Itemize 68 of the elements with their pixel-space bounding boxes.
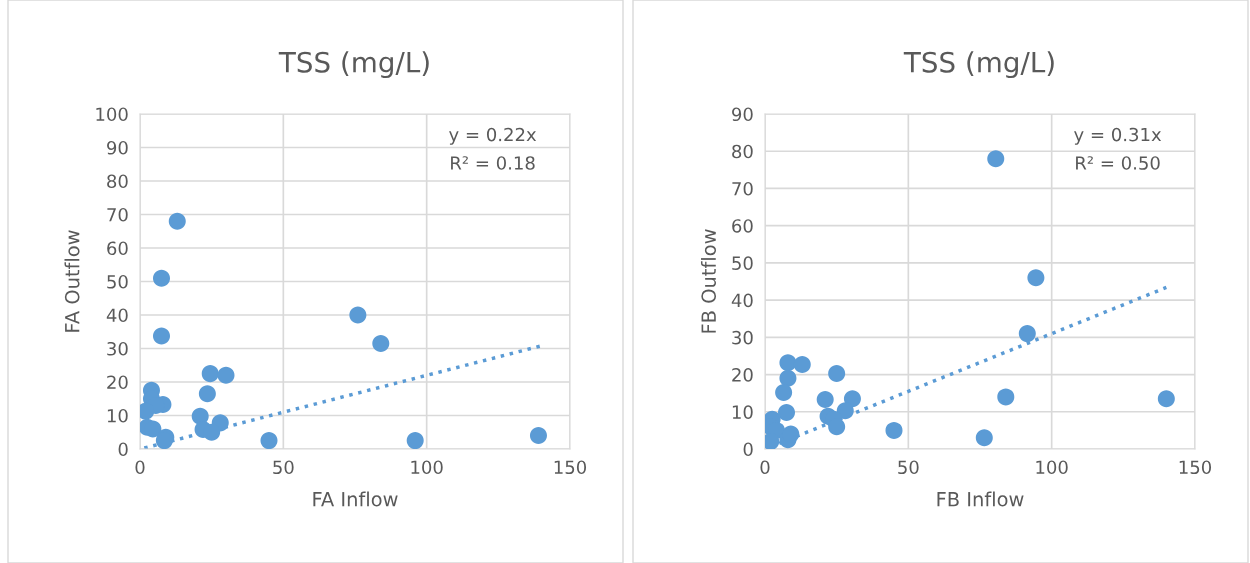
y-tick-label: 0	[118, 442, 128, 457]
chart-title: TSS (mg/L)	[903, 51, 1054, 79]
chart-title: TSS (mg/L)	[278, 51, 429, 79]
y-tick-label: 80	[732, 144, 753, 159]
y-tick-label: 50	[732, 256, 753, 271]
point	[1157, 390, 1175, 408]
annotation: y = 0.22x	[449, 127, 537, 145]
y-tick-label: 30	[107, 341, 128, 356]
y-tick-label: 20	[732, 368, 753, 382]
y-axis-title: FA Outflow	[64, 230, 80, 332]
point	[775, 383, 793, 401]
point	[782, 425, 800, 443]
y-tick-label: 90	[732, 107, 753, 122]
x-tick-label: 150	[554, 460, 587, 475]
y-tick-label: 10	[732, 405, 753, 419]
y-tick-label: 70	[107, 207, 128, 222]
x-tick-label: 50	[898, 460, 919, 475]
point	[152, 269, 171, 287]
y-tick-label: 60	[107, 241, 128, 256]
point	[828, 364, 846, 382]
x-tick-label: 100	[1036, 460, 1068, 475]
x-tick-label: 50	[273, 460, 294, 475]
x-tick-label: 150	[1179, 460, 1212, 475]
point	[1027, 269, 1045, 287]
point	[372, 334, 390, 352]
y-tick-label: 0	[743, 442, 753, 457]
y-tick-label: 20	[107, 375, 128, 390]
point	[217, 366, 235, 384]
point	[201, 365, 219, 383]
point	[779, 369, 797, 387]
point	[843, 390, 861, 408]
y-axis-title: FB Outflow	[700, 229, 717, 333]
point	[975, 429, 993, 447]
point	[168, 212, 186, 230]
x-tick-label: 100	[411, 460, 443, 475]
point	[885, 421, 903, 439]
annotation: R² = 0.50	[1076, 156, 1160, 170]
point	[203, 423, 221, 441]
x-axis-title: FB Inflow	[937, 491, 1024, 507]
point	[152, 327, 171, 345]
point	[828, 418, 846, 436]
point	[987, 150, 1005, 168]
y-tick-label: 30	[732, 330, 753, 345]
point	[1018, 325, 1036, 343]
y-tick-label: 100	[96, 107, 128, 122]
point	[529, 427, 547, 445]
point	[816, 390, 834, 408]
x-axis-title: FA Inflow	[313, 491, 398, 507]
point	[777, 404, 796, 422]
y-tick-label: 90	[107, 140, 128, 155]
point	[997, 388, 1015, 406]
x-tick-label: 0	[760, 460, 770, 475]
y-tick-label: 40	[106, 308, 128, 323]
point	[406, 432, 424, 449]
point	[836, 402, 854, 420]
x-tick-label: 0	[135, 460, 145, 475]
y-tick-label: 80	[107, 174, 128, 189]
point	[198, 385, 216, 403]
y-tick-label: 10	[107, 408, 128, 423]
annotation: R² = 0.18	[451, 156, 535, 170]
point	[260, 432, 278, 449]
y-tick-label: 40	[731, 293, 753, 308]
y-tick-label: 70	[732, 181, 753, 196]
annotation: y = 0.31x	[1074, 127, 1162, 145]
y-tick-label: 50	[107, 274, 128, 289]
point	[793, 356, 811, 374]
point	[349, 306, 367, 324]
y-tick-label: 60	[732, 219, 753, 233]
